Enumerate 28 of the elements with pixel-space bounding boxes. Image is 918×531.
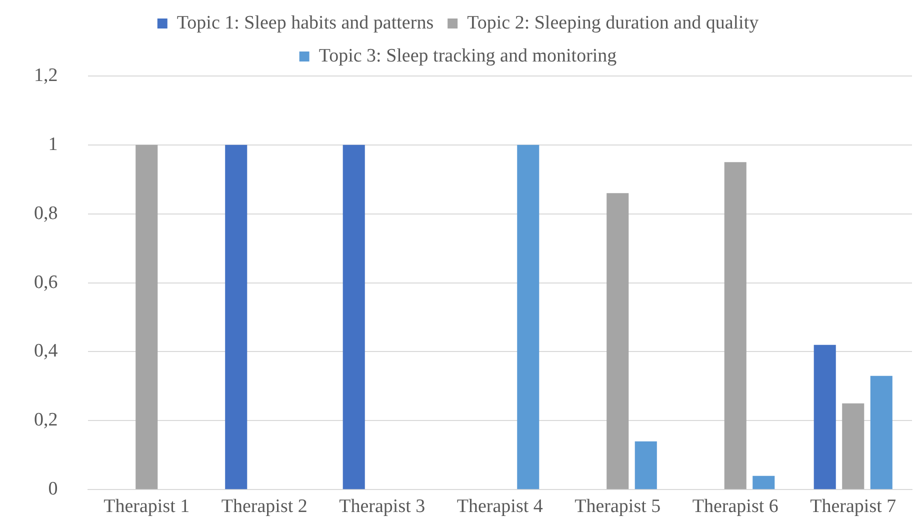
y-tick-label: 0 bbox=[48, 478, 58, 500]
bar bbox=[342, 144, 365, 490]
y-tick-label: 0,6 bbox=[34, 272, 58, 293]
y-tick-label: 0,4 bbox=[34, 340, 58, 362]
x-tick-label: Therapist 6 bbox=[692, 496, 778, 517]
bar bbox=[606, 193, 629, 490]
bar bbox=[752, 476, 775, 490]
legend-label: Topic 3: Sleep tracking and monitoring bbox=[318, 45, 618, 66]
y-tick-label: 0,8 bbox=[34, 202, 58, 224]
bar bbox=[634, 441, 657, 490]
legend-label: Topic 1: Sleep habits and patterns bbox=[176, 12, 434, 34]
y-tick-label: 1,2 bbox=[34, 64, 58, 86]
bar bbox=[136, 144, 158, 490]
x-tick-label: Therapist 7 bbox=[810, 496, 896, 517]
x-tick-label: Therapist 1 bbox=[104, 496, 190, 517]
bar bbox=[724, 162, 746, 490]
legend-label: Topic 2: Sleeping duration and quality bbox=[467, 12, 760, 34]
bar bbox=[842, 403, 864, 490]
bar bbox=[814, 344, 836, 490]
x-tick-label: Therapist 4 bbox=[456, 496, 544, 517]
y-tick-label: 0,2 bbox=[34, 410, 58, 431]
bar bbox=[517, 144, 540, 490]
x-tick-label: Therapist 2 bbox=[221, 496, 308, 517]
bar bbox=[225, 144, 248, 490]
x-tick-label: Therapist 5 bbox=[574, 496, 661, 517]
x-tick-label: Therapist 3 bbox=[339, 496, 426, 517]
bar bbox=[870, 376, 892, 490]
y-tick-label: 1 bbox=[48, 134, 58, 155]
